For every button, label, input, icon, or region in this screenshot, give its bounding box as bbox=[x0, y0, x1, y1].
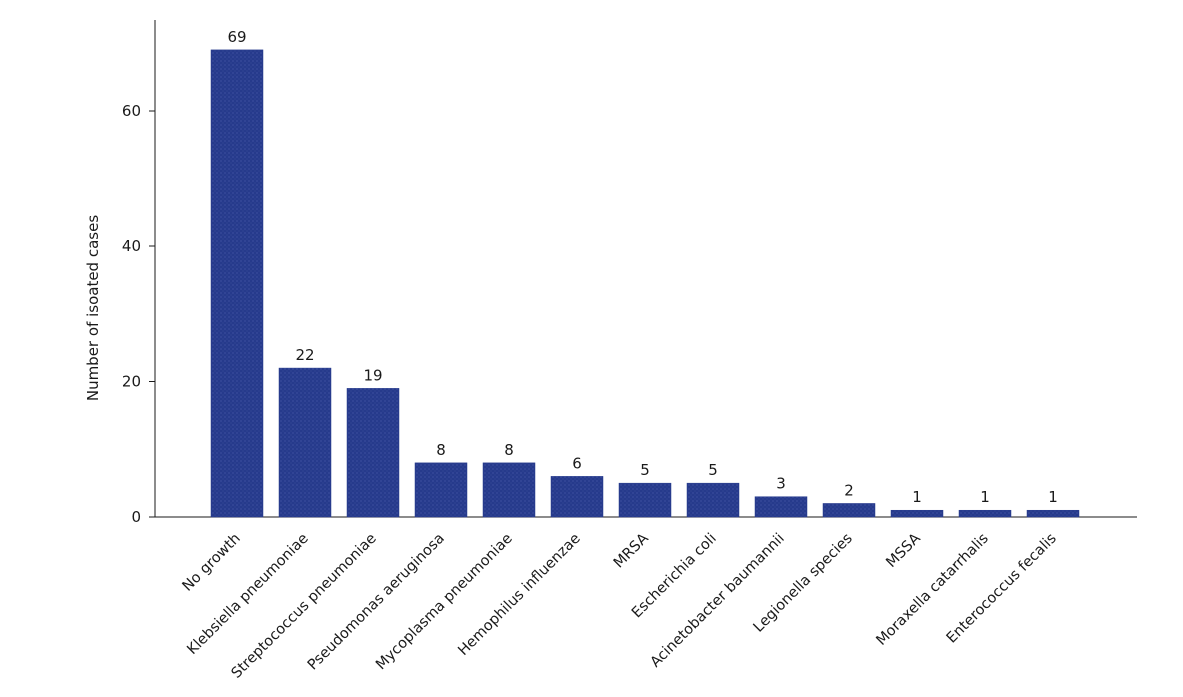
x-tick-label: Streptococcus pneumoniae bbox=[229, 530, 380, 681]
y-axis-label: Number of isoated cases bbox=[84, 215, 102, 401]
data-label: 5 bbox=[640, 461, 650, 479]
x-tick-label: Mycoplasma pneumoniae bbox=[373, 530, 516, 673]
data-label: 22 bbox=[295, 346, 314, 364]
bar bbox=[346, 388, 400, 518]
data-label: 1 bbox=[980, 488, 990, 506]
y-tick-label: 40 bbox=[122, 237, 141, 255]
data-labels-group: 69 22 19 8 8 6 5 5 3 2 1 1 1 bbox=[227, 28, 1057, 506]
bar bbox=[414, 462, 468, 518]
bar bbox=[958, 509, 1012, 518]
data-label: 6 bbox=[572, 454, 582, 472]
bar bbox=[210, 49, 264, 518]
y-tick-label: 0 bbox=[131, 508, 141, 526]
data-label: 8 bbox=[436, 441, 446, 459]
bar bbox=[482, 462, 536, 518]
data-label: 1 bbox=[912, 488, 922, 506]
x-tick-label: MSSA bbox=[883, 530, 923, 570]
data-label: 2 bbox=[844, 481, 854, 499]
x-tick-label: Moraxella catarrhalis bbox=[873, 531, 991, 649]
data-label: 3 bbox=[776, 475, 786, 493]
bar bbox=[754, 496, 808, 518]
data-label: 8 bbox=[504, 441, 514, 459]
x-tick-label: Hemophilus influenzae bbox=[455, 530, 584, 659]
data-label: 5 bbox=[708, 461, 718, 479]
bar bbox=[1026, 509, 1080, 518]
data-label: 1 bbox=[1048, 488, 1058, 506]
x-tick-label: No growth bbox=[180, 531, 244, 595]
data-label: 19 bbox=[363, 366, 382, 384]
bar bbox=[686, 482, 740, 518]
x-tick-label: Klebsiella pneumoniae bbox=[184, 530, 312, 658]
x-tick-label: Enterococcus fecalis bbox=[944, 531, 1060, 647]
bar bbox=[550, 476, 604, 518]
bars-group bbox=[210, 49, 1080, 518]
bar bbox=[618, 482, 672, 518]
y-axis-ticks: 0 20 40 60 bbox=[122, 102, 155, 526]
y-tick-label: 20 bbox=[122, 373, 141, 391]
bar bbox=[278, 367, 332, 518]
x-tick-label: Pseudomonas aeruginosa bbox=[305, 531, 448, 674]
y-tick-label: 60 bbox=[122, 102, 141, 120]
data-label: 69 bbox=[227, 28, 246, 46]
x-tick-label: MRSA bbox=[611, 530, 652, 571]
x-tick-label: Acinetobacter baumannii bbox=[648, 531, 788, 671]
bar bbox=[822, 503, 876, 518]
bar bbox=[890, 509, 944, 518]
